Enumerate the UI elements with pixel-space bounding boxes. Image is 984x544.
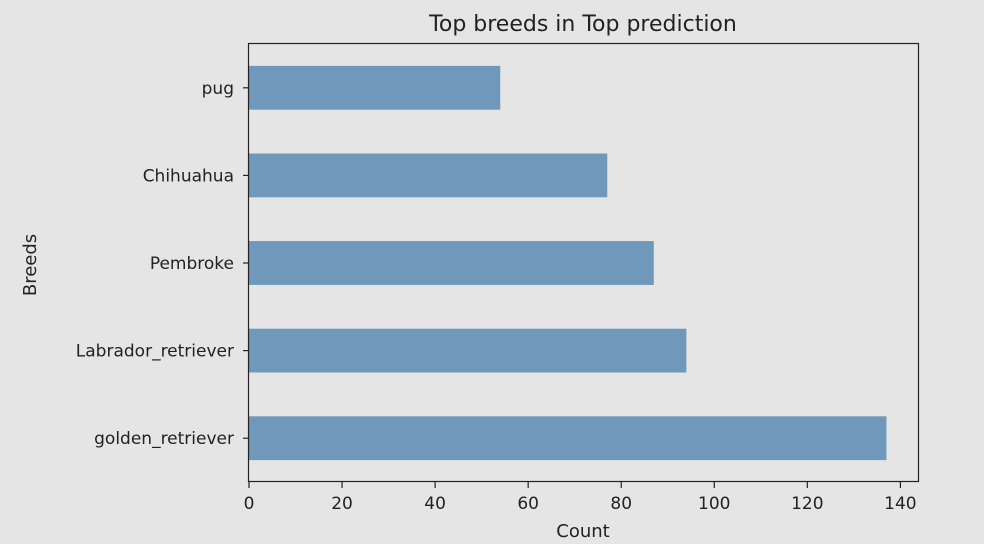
bar-Chihuahua: [249, 153, 608, 198]
y-axis-ticks: golden_retriever Labrador_retriever Pembro…: [76, 79, 249, 449]
bars-layer: [249, 65, 887, 461]
x-tick-label: 0: [244, 494, 255, 514]
x-tick-label: 120: [791, 494, 823, 514]
x-tick-label: 40: [424, 494, 446, 514]
y-tick-label: Chihuahua: [143, 166, 234, 186]
bar-Labrador_retriever: [249, 328, 687, 373]
x-axis-label: Count: [556, 521, 609, 542]
y-tick-label: Pembroke: [150, 254, 234, 274]
bar-golden_retriever: [249, 416, 887, 461]
bar-Pembroke: [249, 241, 654, 285]
x-tick-label: 140: [884, 494, 916, 514]
x-tick-label: 100: [698, 494, 730, 514]
y-tick-label: golden_retriever: [94, 429, 234, 449]
y-tick-label: pug: [202, 79, 234, 99]
y-tick-label: Labrador_retriever: [76, 342, 234, 362]
x-tick-label: 20: [331, 494, 353, 514]
x-axis-ticks: 0 20 40 60 80 100 120 140: [244, 482, 917, 514]
chart-title: Top breeds in Top prediction: [428, 12, 737, 37]
bar-pug: [249, 65, 501, 110]
x-tick-label: 80: [610, 494, 632, 514]
x-tick-label: 60: [517, 494, 539, 514]
y-axis-label: Breeds: [20, 234, 41, 296]
